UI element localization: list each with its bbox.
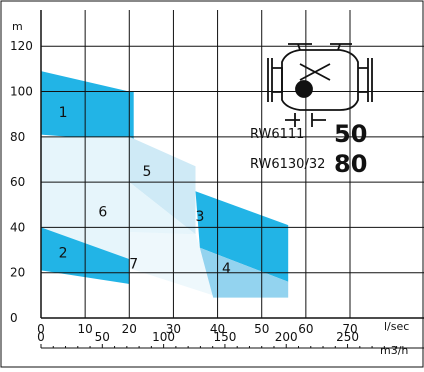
region-1 xyxy=(41,71,134,142)
region-5 xyxy=(129,136,196,235)
x-axis-label: l/sec xyxy=(384,320,409,333)
x-tick-label-70: 70 xyxy=(342,322,357,336)
region-label-7: 7 xyxy=(129,257,138,273)
y-tick-label-80: 80 xyxy=(10,130,25,144)
x2-tick-label-250: 250 xyxy=(336,330,359,344)
model-size-2: 80 xyxy=(334,150,367,178)
y-tick-label-120: 120 xyxy=(10,39,33,53)
region-label-5: 5 xyxy=(142,164,151,180)
x-tick-label-40: 40 xyxy=(210,322,225,336)
region-label-4: 4 xyxy=(222,261,231,277)
x-tick-label-30: 30 xyxy=(166,322,181,336)
x2-tick-label-100: 100 xyxy=(152,330,175,344)
y-tick-label-40: 40 xyxy=(10,220,25,234)
region-label-2: 2 xyxy=(59,245,68,261)
region-label-3: 3 xyxy=(195,209,204,225)
x2-tick-label-0: 0 xyxy=(37,330,45,344)
x2-axis-label: m3/h xyxy=(380,344,408,357)
x-tick-label-50: 50 xyxy=(254,322,269,336)
region-4 xyxy=(195,231,289,298)
region-7 xyxy=(129,231,214,296)
pump-diagram-icon xyxy=(267,43,373,127)
region-6 xyxy=(41,136,196,260)
x-tick-label-0: 0 xyxy=(37,322,45,336)
x2-tick-label-200: 200 xyxy=(275,330,298,344)
model-label-2: RW6130/32 xyxy=(250,157,325,172)
x-tick-label-20: 20 xyxy=(122,322,137,336)
y-axis-label: m xyxy=(12,20,23,33)
x-tick-label-60: 60 xyxy=(298,322,313,336)
region-3 xyxy=(195,191,289,282)
x2-tick-label-150: 150 xyxy=(213,330,236,344)
region-label-1: 1 xyxy=(59,105,68,121)
y-tick-label-100: 100 xyxy=(10,85,33,99)
region-label-6: 6 xyxy=(98,205,107,221)
model-size-1: 50 xyxy=(334,120,367,148)
y-tick-label-0: 0 xyxy=(10,311,18,325)
y-tick-label-60: 60 xyxy=(10,175,25,189)
x-tick-label-10: 10 xyxy=(78,322,93,336)
x2-tick-label-50: 50 xyxy=(95,330,110,344)
model-label-1: RW6111 xyxy=(250,127,304,142)
y-tick-label-20: 20 xyxy=(10,266,25,280)
